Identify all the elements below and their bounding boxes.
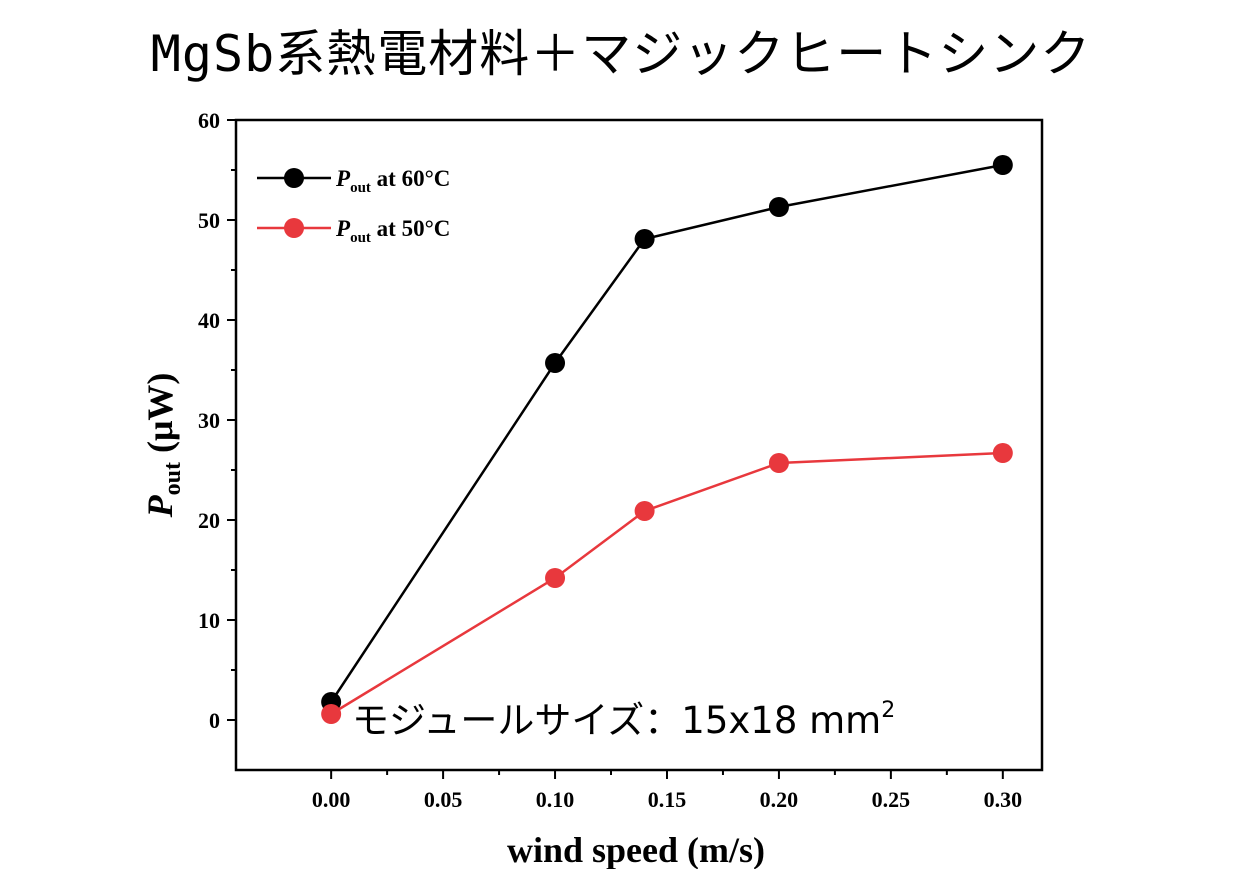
series-line-50c [330, 451, 1003, 716]
module-size-annotation: モジュールサイズ：15x18 mm2 [352, 698, 895, 742]
y-tick-label: 20 [198, 508, 220, 533]
y-tick-label: 40 [198, 308, 220, 333]
x-tick-label: 0.25 [872, 787, 911, 812]
x-tick-label: 0.15 [648, 787, 687, 812]
x-tick-label: 0.05 [424, 787, 463, 812]
legend-label-60c: Pout at 60°C [335, 166, 450, 196]
axes: 0.00 0.05 0.10 0.15 0.20 0.25 0.30 0 10 20 30 40 50 6… [198, 108, 1044, 812]
legend-label-50c: Pout at 50°C [335, 216, 450, 246]
data-point-50c [992, 443, 1013, 463]
legend-marker-60c [284, 168, 304, 188]
x-tick-label: 0.10 [536, 787, 575, 812]
x-tick-label: 0.30 [984, 787, 1023, 812]
legend: Pout at 60°C Pout at 50°C [257, 166, 450, 246]
series-layer [321, 155, 1013, 724]
y-tick-label: 10 [198, 608, 220, 633]
x-tick-label: 0.00 [312, 787, 351, 812]
x-tick-label: 0.20 [760, 787, 799, 812]
x-axis-title: wind speed (m/s) [507, 830, 765, 869]
data-point-50c [321, 704, 342, 724]
y-tick-label: 60 [198, 108, 220, 133]
plot-frame [234, 118, 1044, 772]
legend-marker-50c [284, 218, 304, 238]
data-point-60c [545, 353, 566, 373]
data-point-60c [992, 155, 1013, 175]
y-axis-title: Pout (μW) [140, 373, 186, 519]
y-tick-label: 0 [209, 708, 220, 733]
data-point-50c [768, 453, 789, 473]
data-point-60c [768, 197, 789, 217]
data-point-50c [634, 501, 655, 521]
page-title: MgSb系熱電材料＋マジックヒートシンク [150, 25, 1092, 83]
y-tick-label: 50 [198, 208, 220, 233]
y-tick-label: 30 [198, 408, 220, 433]
data-point-60c [634, 229, 655, 249]
data-point-50c [545, 568, 566, 588]
series-line-60c [330, 163, 1004, 703]
